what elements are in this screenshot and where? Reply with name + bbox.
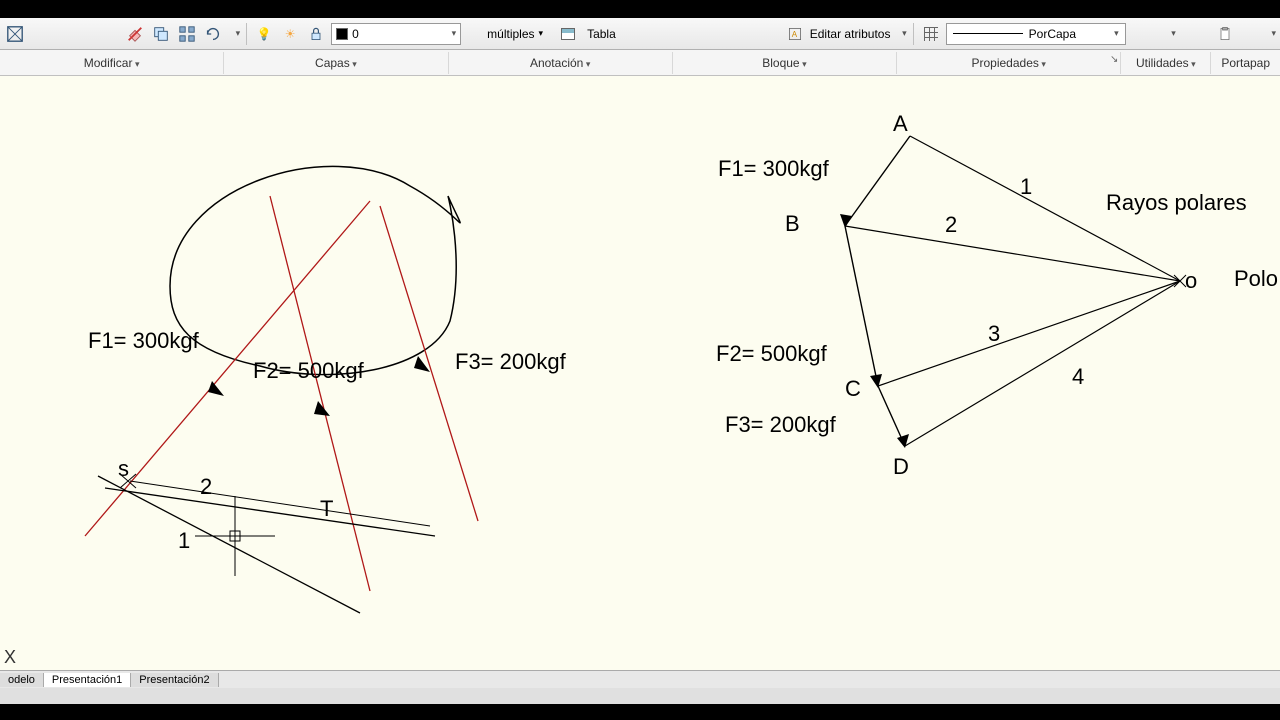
menu-bar: Modificar Capas Anotación Bloque Propied… — [0, 50, 1280, 76]
eraser-icon[interactable] — [124, 23, 146, 45]
ray-4 — [905, 281, 1180, 446]
menu-label: Utilidades — [1136, 56, 1189, 70]
menu-modificar[interactable]: Modificar — [0, 52, 224, 74]
attributes-icon[interactable]: A — [784, 23, 806, 45]
menu-bloque[interactable]: Bloque — [673, 52, 897, 74]
arrowhead-f1 — [208, 381, 224, 396]
lightbulb-icon[interactable]: 💡 — [253, 23, 275, 45]
layer-color-swatch — [336, 28, 348, 40]
label-o: o — [1185, 268, 1197, 293]
menu-label: Bloque — [762, 56, 799, 70]
menu-propiedades[interactable]: Propiedades↘ — [897, 52, 1121, 74]
label-C: C — [845, 376, 861, 401]
menu-portapap[interactable]: Portapap — [1211, 52, 1280, 74]
close-x-icon[interactable]: X — [4, 647, 16, 668]
menu-label: Anotación — [530, 56, 583, 70]
chevron-down-icon: ▾ — [1114, 28, 1119, 39]
label-t: T — [320, 496, 333, 521]
label-D: D — [893, 454, 909, 479]
label-ray-2: 2 — [945, 212, 957, 237]
table-icon[interactable] — [561, 28, 575, 40]
lock-icon[interactable] — [305, 23, 327, 45]
dropdown-caret-icon[interactable]: ▾ — [236, 28, 241, 39]
tab-label: Presentación1 — [52, 674, 122, 686]
label-s: s — [118, 456, 129, 481]
tab-label: odelo — [8, 674, 35, 686]
red-line-f2 — [270, 196, 370, 591]
label-f2-left: F2= 500kgf — [253, 358, 365, 383]
label-f3-right: F3= 200kgf — [725, 412, 837, 437]
ray-3 — [878, 281, 1180, 386]
label-A: A — [893, 111, 908, 136]
rotate-icon[interactable] — [202, 23, 224, 45]
arrowhead-CD — [897, 434, 909, 448]
clipboard-icon[interactable] — [1214, 23, 1236, 45]
array-icon[interactable] — [176, 23, 198, 45]
menu-label: Portapap — [1221, 56, 1270, 70]
poly-BC — [845, 226, 878, 386]
editar-atributos-label[interactable]: Editar atributos — [810, 27, 891, 41]
label-ray-1: 1 — [1020, 174, 1032, 199]
snap-icon[interactable] — [4, 23, 26, 45]
sun-icon[interactable]: ☀ — [279, 23, 301, 45]
label-B: B — [785, 211, 800, 236]
main-toolbar: ▾ 💡 ☀ 0 ▾ múltiples ▾ Tabla A Editar atr… — [0, 18, 1280, 50]
menu-label: Propiedades — [971, 56, 1038, 70]
arrowhead-BC — [870, 374, 882, 388]
tabla-label[interactable]: Tabla — [587, 27, 616, 41]
label-polo: Polo — [1234, 266, 1278, 291]
chevron-down-icon: ▾ — [452, 28, 457, 39]
menu-utilidades[interactable]: Utilidades — [1121, 52, 1211, 74]
drawing-canvas[interactable]: F1= 300kgf F2= 500kgf F3= 200kgf s T 1 2… — [0, 76, 1280, 670]
diagram-svg: F1= 300kgf F2= 500kgf F3= 200kgf s T 1 2… — [0, 76, 1280, 670]
tab-label: Presentación2 — [139, 674, 209, 686]
poly-AB — [845, 136, 910, 226]
label-ray-3: 3 — [988, 321, 1000, 346]
dropdown-caret-icon[interactable]: ▾ — [539, 28, 544, 39]
label-2-left: 2 — [200, 474, 212, 499]
toolbar-separator — [246, 23, 247, 45]
copy-icon[interactable] — [150, 23, 172, 45]
status-bar — [0, 688, 1280, 704]
layer-name-label: 0 — [352, 27, 359, 41]
label-1-left: 1 — [178, 528, 190, 553]
label-f2-right: F2= 500kgf — [716, 341, 828, 366]
tab-modelo[interactable]: odelo — [0, 673, 44, 687]
linetype-combo[interactable]: PorCapa ▾ — [946, 23, 1126, 45]
label-f3-left: F3= 200kgf — [455, 349, 567, 374]
window-titlebar-black — [0, 0, 1280, 18]
menu-label: Modificar — [84, 56, 133, 70]
multiples-label[interactable]: múltiples — [487, 27, 534, 41]
label-ray-4: 4 — [1072, 364, 1084, 389]
chevron-down-icon[interactable]: ▾ — [902, 28, 907, 39]
funicular-line-2 — [105, 488, 435, 536]
menu-label: Capas — [315, 56, 350, 70]
tab-presentacion2[interactable]: Presentación2 — [131, 673, 218, 687]
tab-presentacion1[interactable]: Presentación1 — [44, 673, 131, 687]
chevron-down-icon[interactable]: ▾ — [1171, 28, 1176, 39]
layout-tabs: odelo Presentación1 Presentación2 — [0, 670, 1280, 688]
properties-grid-icon[interactable] — [920, 23, 942, 45]
menu-capas[interactable]: Capas — [224, 52, 448, 74]
linetype-sample — [953, 33, 1023, 34]
funicular-line-3 — [130, 481, 430, 526]
toolbar-separator — [913, 23, 914, 45]
menu-anotacion[interactable]: Anotación — [449, 52, 673, 74]
left-shape — [170, 166, 460, 374]
label-f1-left: F1= 300kgf — [88, 328, 200, 353]
svg-text:A: A — [792, 30, 798, 39]
label-rayos: Rayos polares — [1106, 190, 1247, 215]
layer-combo[interactable]: 0 ▾ — [331, 23, 461, 45]
label-f1-right: F1= 300kgf — [718, 156, 830, 181]
linetype-label: PorCapa — [1029, 27, 1076, 41]
chevron-down-icon[interactable]: ▾ — [1271, 28, 1276, 39]
